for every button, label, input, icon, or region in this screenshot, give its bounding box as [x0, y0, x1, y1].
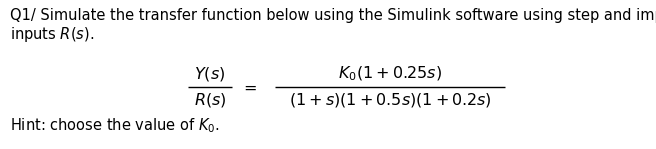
Text: $(1 + s)(1 + 0.5s)(1 + 0.2s)$: $(1 + s)(1 + 0.5s)(1 + 0.2s)$ [289, 91, 491, 109]
Text: $Y(s)$: $Y(s)$ [194, 65, 226, 83]
Text: $R(s)$: $R(s)$ [194, 91, 226, 109]
Text: Q1/ Simulate the transfer function below using the Simulink software using step : Q1/ Simulate the transfer function below… [10, 8, 656, 23]
Text: $=$: $=$ [239, 80, 256, 94]
Text: inputs $R(s)$.: inputs $R(s)$. [10, 25, 94, 44]
Text: $K_0(1 + 0.25s)$: $K_0(1 + 0.25s)$ [338, 65, 442, 83]
Text: Hint: choose the value of $K_0$.: Hint: choose the value of $K_0$. [10, 116, 220, 135]
